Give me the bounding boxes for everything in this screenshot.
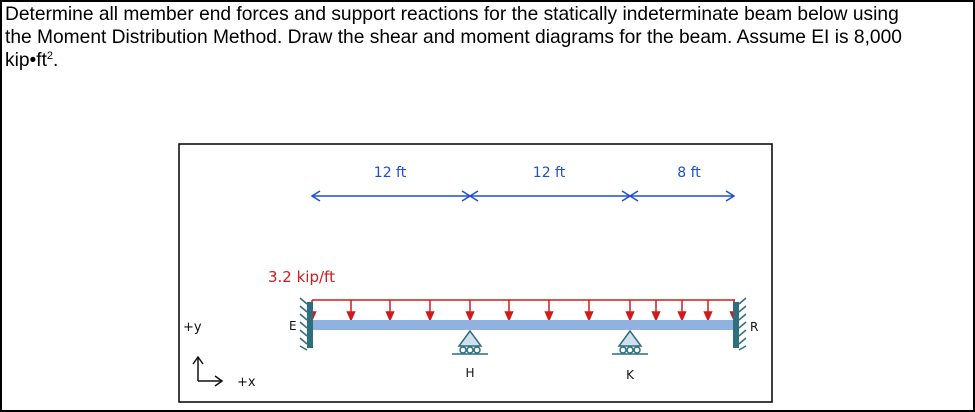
- axes-icon: [192, 355, 224, 387]
- beam: [312, 320, 734, 330]
- roller-support-h: [452, 329, 488, 355]
- fixed-support-e: [299, 297, 313, 351]
- arrowhead-icon: [468, 190, 479, 202]
- fixed-support-r: [733, 297, 747, 351]
- roller-icon: [626, 346, 634, 354]
- span-eh-label: 12 ft: [374, 165, 407, 181]
- roller-icon: [633, 346, 641, 354]
- problem-statement: Determine all member end forces and supp…: [5, 3, 967, 72]
- wall-r: [733, 302, 739, 348]
- point-r-label: R: [750, 320, 758, 334]
- problem-line-3: kip•ft2.: [5, 49, 967, 72]
- arrowhead-icon: [310, 190, 321, 202]
- roller-icon: [473, 346, 481, 354]
- point-e-label: E: [289, 319, 297, 333]
- x-arrowhead-icon: [214, 375, 224, 387]
- point-k-label: K: [626, 368, 635, 382]
- load-arrowhead-icon: [544, 311, 554, 322]
- load-arrowhead-icon: [385, 311, 395, 322]
- roller-icon: [619, 346, 627, 354]
- load-arrowhead-icon: [584, 311, 594, 322]
- unit-text: kip•ft: [5, 50, 47, 71]
- wall-e-hatching-icon: [299, 297, 308, 351]
- load-arrowhead-icon: [625, 311, 635, 322]
- load-arrowhead-icon: [677, 311, 687, 322]
- load-arrowhead-icon: [703, 311, 713, 322]
- unit-exponent: 2: [46, 50, 54, 62]
- load-arrowhead-icon: [504, 311, 514, 322]
- span-hk-label: 12 ft: [533, 165, 566, 181]
- problem-line-2: the Moment Distribution Method. Draw the…: [5, 27, 902, 48]
- load-label: 3.2 kip/ft: [268, 268, 335, 286]
- load-arrowhead-icon: [651, 311, 661, 322]
- support-k-triangle-icon: [617, 329, 643, 347]
- arrowhead-icon: [725, 190, 736, 202]
- roller-support-k: [612, 329, 648, 355]
- roller-icon: [459, 346, 467, 354]
- wall-e: [307, 302, 313, 348]
- load-arrowhead-icon: [465, 311, 475, 322]
- problem-line-1: Determine all member end forces and supp…: [5, 4, 899, 25]
- roller-icon: [466, 346, 474, 354]
- y-arrowhead-icon: [192, 355, 204, 365]
- load-arrowhead-icon: [346, 311, 356, 322]
- arrowhead-icon: [628, 190, 639, 202]
- axis-y-label: +y: [183, 320, 202, 335]
- point-h-label: H: [465, 366, 474, 380]
- load-arrowhead-icon: [425, 311, 435, 322]
- axis-x-label: +x: [237, 375, 256, 390]
- wall-r-hatching-icon: [738, 297, 747, 351]
- figure-border: [178, 143, 773, 403]
- unit-period: .: [53, 50, 59, 71]
- span-kr-label: 8 ft: [677, 165, 701, 181]
- dimension-lines: [310, 190, 736, 202]
- support-h-triangle-icon: [457, 329, 483, 347]
